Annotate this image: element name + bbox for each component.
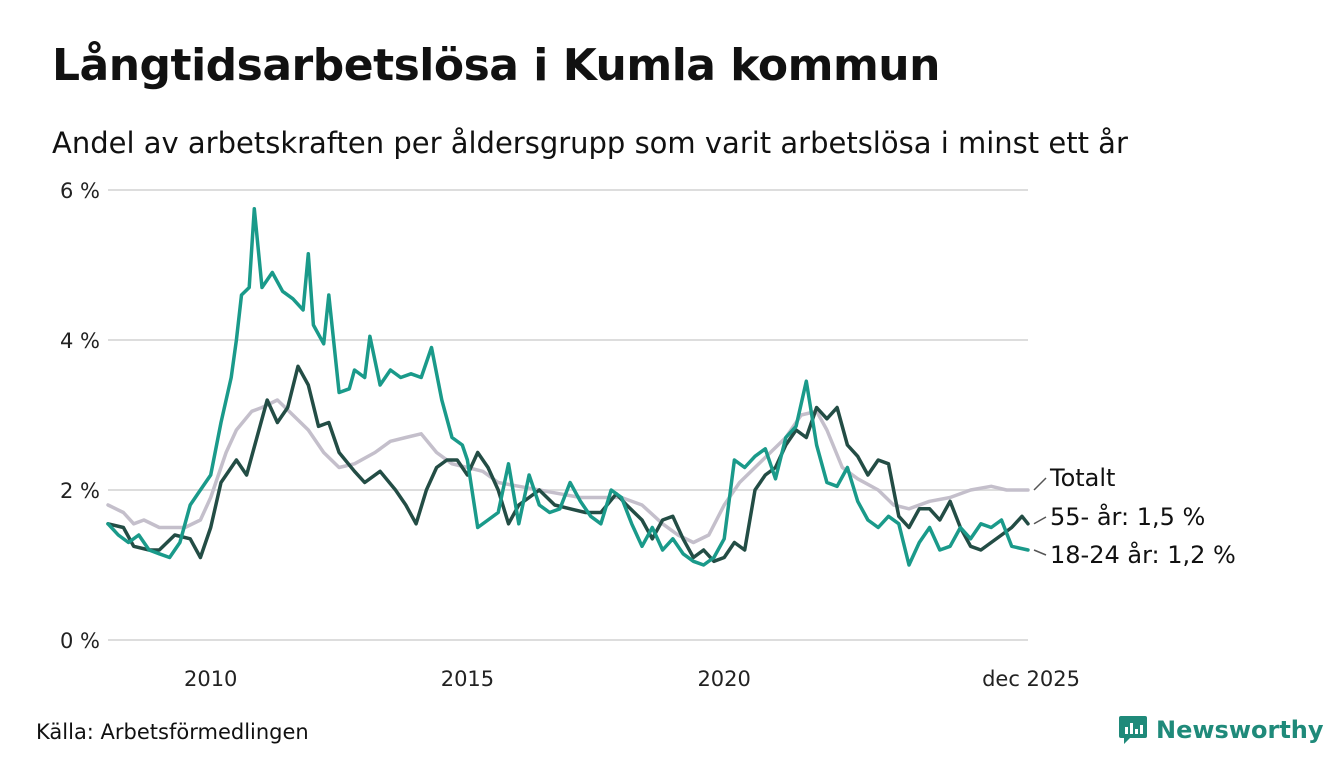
x-tick-label: dec 2025 [982, 667, 1080, 691]
chart-title: Långtidsarbetslösa i Kumla kommun [52, 40, 940, 91]
x-tick-label: 2015 [441, 667, 494, 691]
series-lines [106, 207, 1030, 567]
end-label-leader [1033, 477, 1047, 491]
end-label-55-r: 55- år: 1,5 % [1050, 502, 1205, 531]
series-line-55-r [106, 364, 1030, 564]
end-label-leader [1033, 516, 1047, 525]
y-tick-label: 4 % [60, 329, 100, 353]
source-note: Källa: Arbetsförmedlingen [36, 720, 309, 744]
end-labels: Totalt 55- år: 1,5 % 18-24 år: 1,2 % [1033, 464, 1236, 569]
y-axis-labels: 0 % 2 % 4 % 6 % [60, 179, 100, 653]
series-line-18-24-r [106, 207, 1030, 567]
end-label-totalt: Totalt [1049, 464, 1115, 492]
newsworthy-logo[interactable]: Newsworthy [1118, 713, 1324, 747]
newsworthy-icon [1119, 716, 1147, 744]
line-chart: 0 % 2 % 4 % 6 % 2010 2015 2020 dec 2025 Totalt… [60, 179, 1236, 691]
grid-lines [108, 189, 1028, 641]
y-tick-label: 2 % [60, 479, 100, 503]
x-tick-label: 2010 [184, 667, 237, 691]
end-label-leader [1033, 549, 1047, 556]
chart-subtitle: Andel av arbetskraften per åldersgrupp s… [52, 126, 1128, 160]
x-axis-labels: 2010 2015 2020 dec 2025 [184, 667, 1080, 691]
end-label-18-24-r: 18-24 år: 1,2 % [1050, 540, 1236, 569]
x-tick-label: 2020 [697, 667, 750, 691]
brand-name: Newsworthy [1156, 716, 1324, 744]
y-tick-label: 6 % [60, 179, 100, 203]
y-tick-label: 0 % [60, 629, 100, 653]
